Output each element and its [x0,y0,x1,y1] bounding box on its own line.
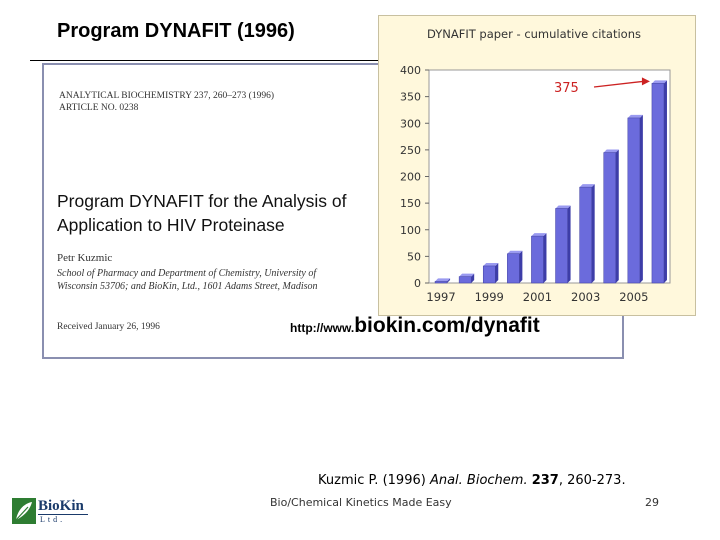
bar-top [603,149,619,153]
journal-header: ANALYTICAL BIOCHEMISTRY 237, 260–273 (19… [59,90,274,114]
y-tick-label: 400 [400,64,421,77]
paper-author: Petr Kuzmic [57,252,113,264]
x-tick-label: 1997 [426,290,455,304]
bar [531,235,544,284]
y-tick-label: 150 [400,197,421,210]
annotation-arrow-line [593,80,644,88]
bar-side [447,278,451,283]
received-date: Received January 26, 1996 [57,322,160,332]
leaf-icon [12,498,36,524]
bar-top [459,273,475,277]
footer-text: Bio/Chemical Kinetics Made Easy [270,496,452,509]
title-divider [30,60,380,61]
bar [482,265,496,284]
logo-name: BioKin [38,498,84,514]
annotation-arrowhead [641,77,650,86]
y-tick-label: 250 [400,144,421,157]
y-tick-label: 0 [414,277,421,290]
bar-top [483,262,499,266]
paper-title: Program DYNAFIT for the Analysis of Appl… [57,189,347,237]
y-tick-label: 300 [400,117,421,130]
paper-title-line: Program DYNAFIT for the Analysis of [57,191,347,211]
x-tick-label: 2005 [619,290,648,304]
bar-side [471,273,475,283]
url-main: biokin.com/dynafit [354,314,540,337]
bar-side [639,114,643,283]
dynafit-url[interactable]: http://www.biokin.com/dynafit [290,314,540,338]
citation-author: Kuzmic P. (1996) [318,473,430,488]
annotation-label: 375 [554,81,579,96]
bar-side [495,262,499,283]
x-tick-label: 2003 [571,290,600,304]
bar-top [651,80,667,84]
slide-title: Program DYNAFIT (1996) [57,20,295,42]
bar-side [567,205,571,283]
bar [507,253,520,284]
bar-top [531,233,547,237]
bar [603,152,617,284]
bar-top [579,184,595,188]
bar-side [663,80,667,283]
bar-top [627,114,643,118]
y-tick-label: 200 [400,171,421,184]
logo-subtitle: Ltd. [40,515,66,524]
chart-svg: DYNAFIT paper - cumulative citations 0 50 1… [400,27,671,304]
bar [555,208,568,284]
paper-title-line: Application to HIV Proteinase [57,215,285,235]
bar [458,276,472,284]
bar-side [591,184,595,283]
journal-line: ANALYTICAL BIOCHEMISTRY 237, 260–273 (19… [59,91,274,101]
logo-divider [38,514,88,515]
x-tick-label: 1999 [475,290,504,304]
citation-pages: , 260-273. [558,473,626,488]
citation: Kuzmic P. (1996) Anal. Biochem. 237, 260… [318,473,626,488]
bar-side [519,250,523,283]
citation-journal: Anal. Biochem. [429,473,528,488]
y-tick-label: 50 [407,250,421,263]
biokin-logo: BioKin Ltd. [12,498,92,526]
affiliation-line: Wisconsin 53706; and BioKin, Ltd., 1601 … [57,281,318,292]
bar-side [543,233,547,283]
affiliation-line: School of Pharmacy and Department of Che… [57,268,317,279]
bar-side [615,149,619,283]
y-tick-label: 100 [400,224,421,237]
bar [434,281,448,284]
paper-affiliation: School of Pharmacy and Department of Che… [57,267,318,293]
bar [627,117,641,284]
article-number: ARTICLE NO. 0238 [59,103,139,113]
citations-chart: DYNAFIT paper - cumulative citations 0 50 1… [378,15,696,316]
citation-volume: 237 [531,473,559,488]
chart-title: DYNAFIT paper - cumulative citations [427,27,641,41]
bar-top [435,278,451,282]
bar-top [507,250,523,254]
bar [651,83,665,284]
page-number: 29 [645,496,659,509]
x-tick-label: 2001 [523,290,552,304]
bar [579,186,592,284]
y-tick-label: 350 [400,91,421,104]
url-prefix: http://www. [290,321,355,335]
bar-top [555,205,571,209]
